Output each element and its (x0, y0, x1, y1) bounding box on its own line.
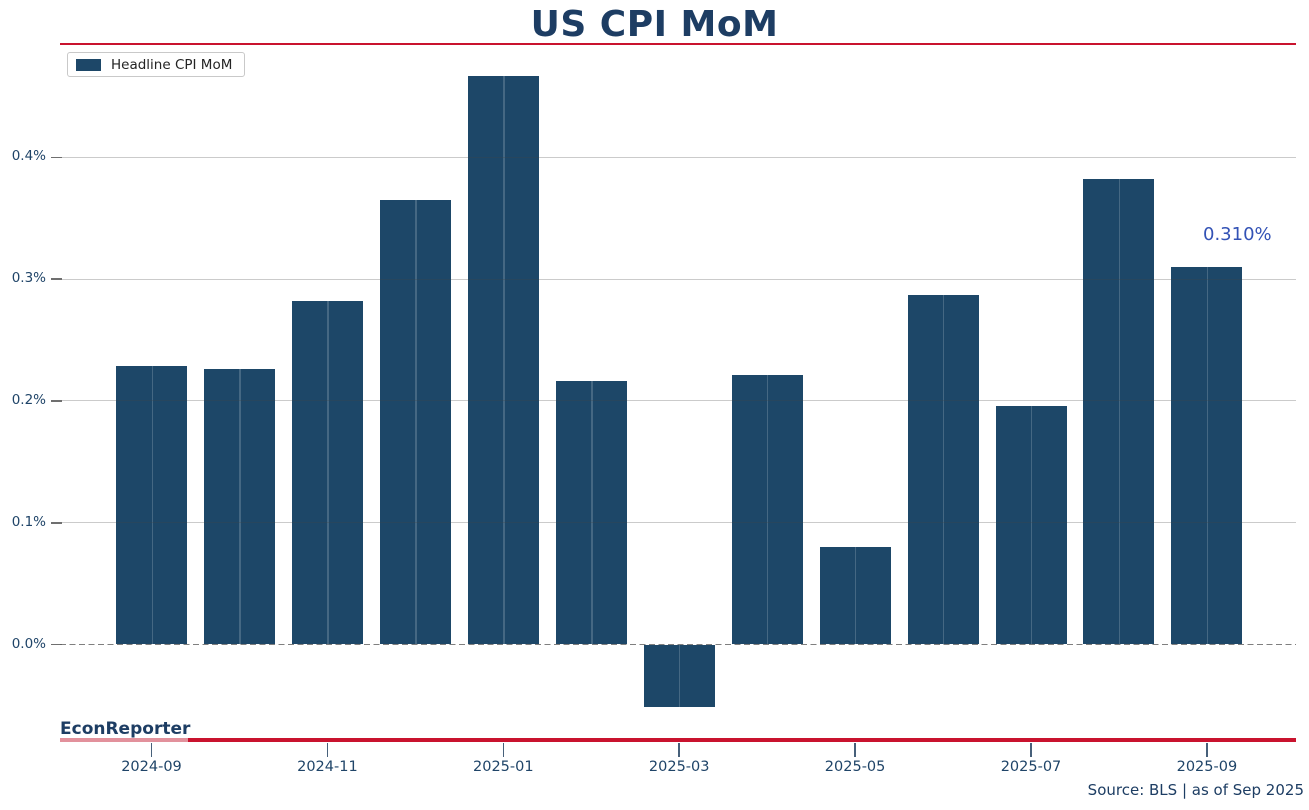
legend-swatch-icon (76, 58, 101, 71)
bar-centerline (1206, 267, 1209, 645)
legend-label: Headline CPI MoM (111, 56, 233, 73)
gridline (60, 278, 1296, 280)
bar (467, 75, 539, 645)
bar-centerline (503, 75, 505, 645)
x-axis-tick (854, 743, 856, 757)
bottom-rule (60, 738, 1296, 742)
watermark-underline (60, 738, 188, 742)
bar-centerline (1118, 179, 1121, 645)
legend: Headline CPI MoM (67, 52, 246, 77)
x-axis-tick (502, 743, 505, 757)
gridline (60, 156, 1296, 158)
x-axis-tick-label: 2024-09 (121, 759, 182, 775)
bar (555, 381, 627, 645)
x-axis-tick (150, 743, 153, 757)
latest-value-annotation: 0.310% (1203, 224, 1272, 245)
bar-centerline (855, 547, 857, 645)
bar (203, 369, 275, 645)
top-rule (60, 43, 1296, 45)
bar-centerline (591, 381, 593, 645)
x-axis-tick-label: 2024-11 (297, 759, 358, 775)
bar-centerline (767, 375, 769, 645)
watermark-econreporter: EconReporter (60, 719, 191, 739)
bar-centerline (943, 295, 945, 645)
y-axis-tick (51, 643, 62, 646)
y-axis-tick-label: 0.1% (11, 513, 46, 530)
x-axis-tick (326, 743, 329, 757)
x-axis-tick (1206, 743, 1208, 757)
bar-centerline (1031, 405, 1033, 645)
bar (819, 547, 891, 645)
bar (731, 375, 803, 645)
bar (1171, 267, 1243, 645)
bar-centerline (415, 200, 417, 645)
x-axis-tick (678, 743, 680, 757)
bar (643, 644, 715, 707)
x-axis-tick-label: 2025-07 (1000, 759, 1062, 775)
y-axis-tick (51, 278, 62, 280)
x-axis-tick (1030, 743, 1032, 757)
y-axis-tick (51, 521, 62, 524)
bar (995, 405, 1067, 645)
bar (1083, 179, 1155, 645)
x-axis-tick-label: 2025-03 (648, 759, 710, 775)
x-axis-tick-label: 2025-01 (473, 759, 534, 775)
bar (379, 200, 451, 645)
y-axis-tick-label: 0.4% (11, 148, 46, 165)
source-caption: Source: BLS | as of Sep 2025 (1087, 781, 1304, 799)
bar (116, 365, 187, 645)
bar-centerline (151, 365, 153, 645)
bar-centerline (679, 644, 681, 707)
chart-title: US CPI MoM (530, 4, 779, 45)
y-axis-tick-label: 0.2% (11, 391, 46, 408)
bar (907, 295, 979, 645)
bar-centerline (327, 301, 329, 645)
bar (291, 301, 363, 645)
y-axis-tick (51, 400, 62, 402)
y-axis-tick-label: 0.0% (11, 635, 46, 652)
gridline (60, 522, 1296, 524)
y-axis-tick-label: 0.3% (11, 270, 46, 287)
zero-gridline (60, 643, 1296, 646)
y-axis-tick (51, 156, 62, 159)
gridline (60, 400, 1296, 402)
bar-centerline (239, 369, 241, 645)
x-axis-tick-label: 2025-05 (824, 759, 886, 775)
x-axis-tick-label: 2025-09 (1176, 759, 1238, 775)
